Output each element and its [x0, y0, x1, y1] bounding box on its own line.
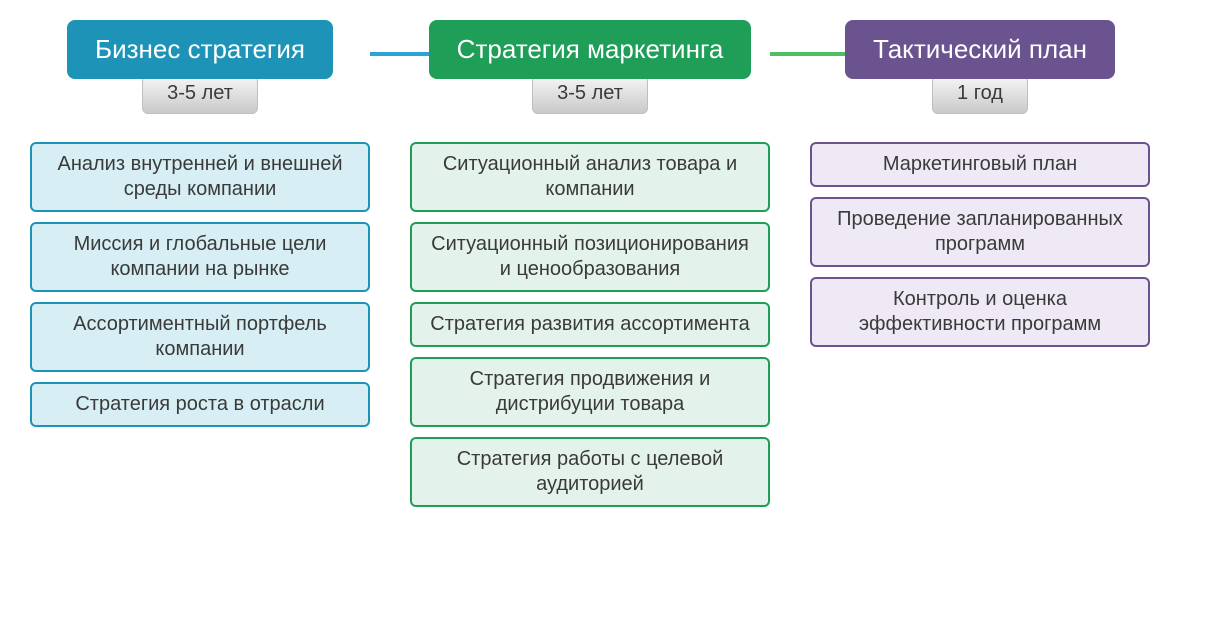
column-subtitle-business: 3-5 лет	[142, 75, 258, 114]
column-tactical: Тактический план1 год Маркетинговый план П…	[810, 20, 1150, 347]
item-box: Стратегия продвижения и дистрибуции това…	[410, 357, 770, 427]
item-box: Ситуационный позиционирования и ценообра…	[410, 222, 770, 292]
column-subtitle-marketing: 3-5 лет	[532, 75, 648, 114]
item-box: Маркетинговый план	[810, 142, 1150, 187]
column-business: Бизнес стратегия3-5 лет Анализ внутренней…	[30, 20, 370, 427]
item-box: Стратегия развития ассортимента	[410, 302, 770, 347]
strategy-diagram: Бизнес стратегия3-5 летАнализ внутренней…	[30, 20, 1195, 507]
column-subtitle-tactical: 1 год	[932, 75, 1028, 114]
item-box: Стратегия роста в отрасли	[30, 382, 370, 427]
item-box: Проведение запланированных программ	[810, 197, 1150, 267]
column-header-business: Бизнес стратегия	[67, 20, 333, 79]
item-box: Стратегия работы с целевой аудиторией	[410, 437, 770, 507]
column-items-tactical: Маркетинговый план Проведение запланирова…	[810, 142, 1150, 347]
column-items-marketing: Ситуационный анализ товара и компании Сит…	[410, 142, 770, 507]
column-marketing: Стратегия маркетинга3-5 лет Ситуационный …	[410, 20, 770, 507]
column-items-business: Анализ внутренней и внешней среды компан…	[30, 142, 370, 427]
column-header-marketing: Стратегия маркетинга	[429, 20, 752, 79]
item-box: Миссия и глобальные цели компании на рын…	[30, 222, 370, 292]
item-box: Ситуационный анализ товара и компании	[410, 142, 770, 212]
item-box: Контроль и оценка эффективности программ	[810, 277, 1150, 347]
item-box: Анализ внутренней и внешней среды компан…	[30, 142, 370, 212]
item-box: Ассортиментный портфель компании	[30, 302, 370, 372]
column-header-tactical: Тактический план	[845, 20, 1115, 79]
